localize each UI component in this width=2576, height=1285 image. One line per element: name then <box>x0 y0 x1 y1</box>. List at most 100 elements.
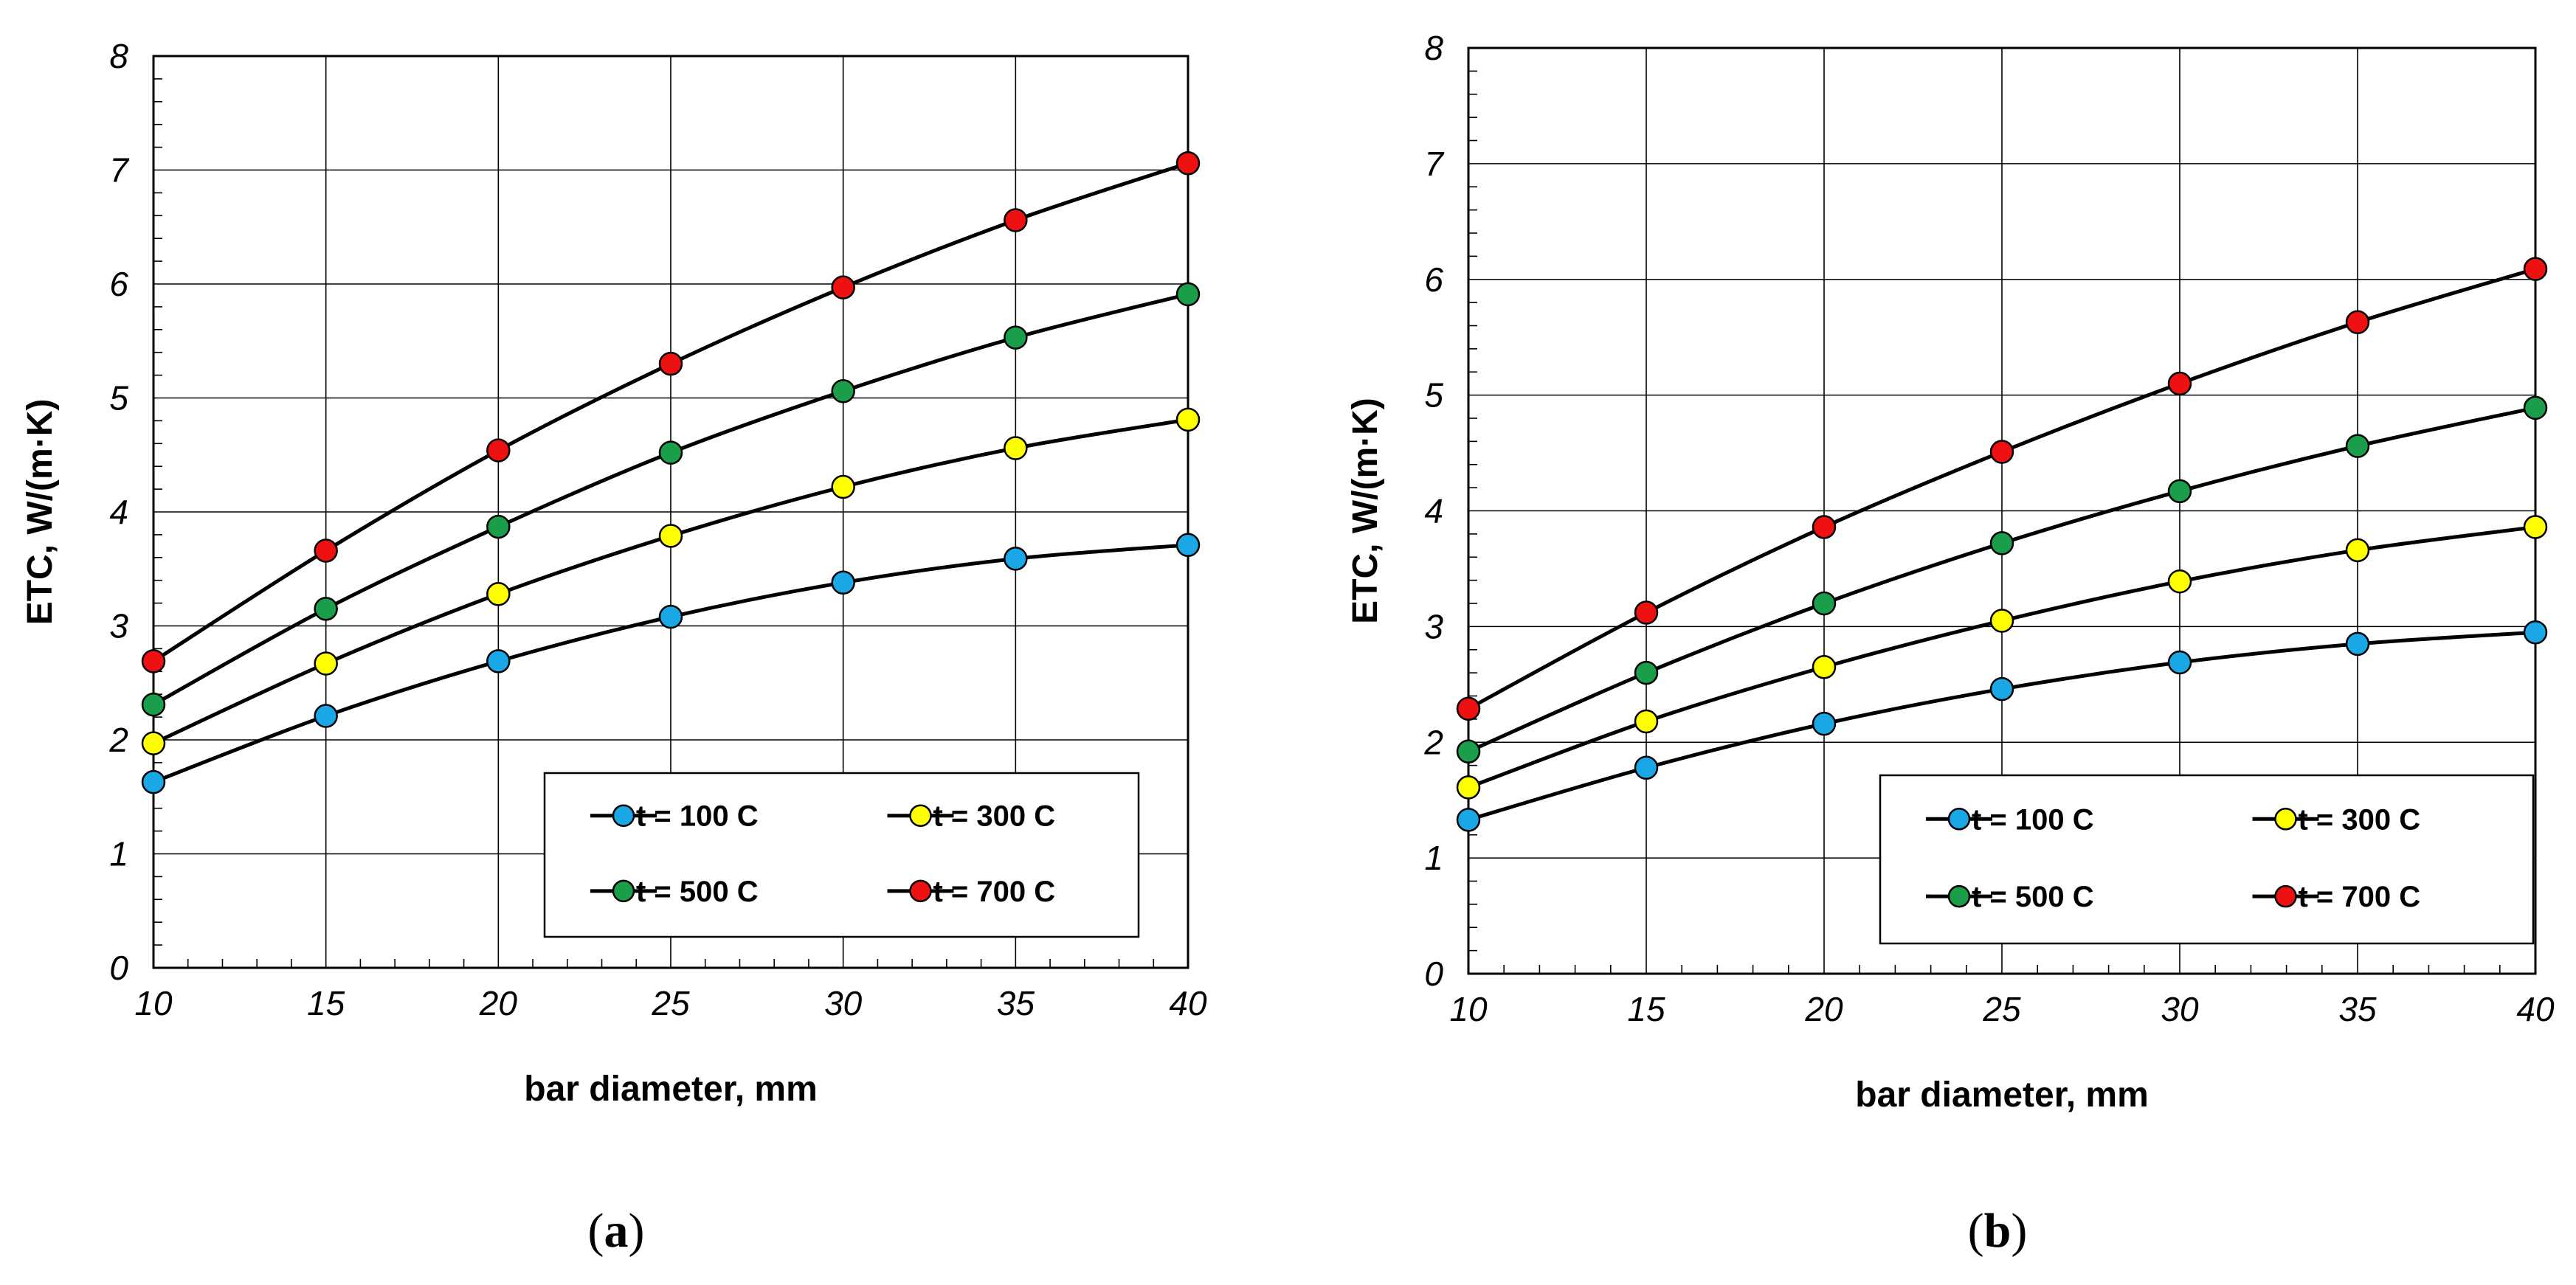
chart-a-x-tick-label: 10 <box>134 984 173 1022</box>
chart-a-legend-label-t300: t = 300 C <box>933 800 1056 833</box>
chart-b-y-tick-label: 8 <box>1424 29 1443 67</box>
chart-a-point-t700 <box>1004 208 1028 232</box>
chart-a-y-tick-label: 4 <box>109 493 128 531</box>
chart-b-point-t300 <box>1634 709 1659 734</box>
chart-b-legend-label-t500: t = 500 C <box>1972 881 2094 913</box>
chart-a-point-t700 <box>141 649 166 673</box>
chart-b-legend-label-t700: t = 700 C <box>2299 881 2421 913</box>
chart-a-y-tick-label: 1 <box>109 835 128 873</box>
chart-b-caption-close: ) <box>2011 1204 2027 1258</box>
chart-b-plot-frame <box>1467 46 2537 975</box>
chart-b-y-tick-label: 1 <box>1424 839 1443 877</box>
chart-b-point-t100 <box>1989 676 2014 702</box>
chart-b-y-tick-label: 2 <box>1423 723 1443 761</box>
chart-a-point-t300 <box>141 731 166 755</box>
chart-a-legend-marker-t500 <box>612 879 635 903</box>
chart-b-legend-marker-t100 <box>1947 808 1971 831</box>
chart-a-legend-marker-t700 <box>909 879 932 903</box>
chart-a-y-tick-label: 0 <box>109 949 128 987</box>
chart-b-point-t700 <box>2523 257 2548 281</box>
chart-b-x-tick-label: 35 <box>2338 990 2377 1028</box>
chart-a-legend-label-t100: t = 100 C <box>636 800 759 833</box>
chart-b-point-t700 <box>1812 515 1837 539</box>
chart-a-point-t700 <box>1175 150 1201 176</box>
chart-a-x-tick-label: 15 <box>307 984 345 1022</box>
chart-a-point-t100 <box>831 570 855 595</box>
chart-b-x-tick-label: 10 <box>1449 990 1488 1028</box>
chart-a-point-t300 <box>831 474 855 499</box>
chart-a-legend-marker-t100 <box>612 804 635 827</box>
chart-b-y-tick-label: 6 <box>1424 260 1443 299</box>
chart-a-caption: (a) <box>588 1204 645 1258</box>
chart-b-point-t500 <box>2345 434 2370 458</box>
chart-b-y-axis-label: ETC, W/(m·K) <box>1346 398 1385 624</box>
chart-a-point-t100 <box>658 604 683 629</box>
chart-a-point-t100 <box>314 704 338 728</box>
chart-b-caption-open: ( <box>1968 1204 1984 1258</box>
chart-b-legend-marker-t700 <box>2274 884 2297 908</box>
chart-a-caption-close: ) <box>629 1204 645 1258</box>
chart-a-y-tick-label: 2 <box>108 721 128 759</box>
chart-b-point-t100 <box>1634 755 1659 780</box>
chart-a-point-t300 <box>314 651 338 676</box>
chart-b-caption-letter: b <box>1984 1204 2012 1258</box>
chart-b-point-t500 <box>1812 591 1837 616</box>
chart-a-x-tick-label: 25 <box>651 984 690 1022</box>
chart-b-x-tick-label: 20 <box>1804 990 1843 1028</box>
chart-a-point-t700 <box>486 438 511 463</box>
chart-b-legend-marker-t300 <box>2274 808 2297 831</box>
chart-b-point-t700 <box>2345 310 2370 335</box>
chart-a-x-tick-label: 30 <box>824 984 863 1022</box>
chart-b-y-tick-label: 7 <box>1424 145 1444 183</box>
chart-b-point-t700 <box>1634 600 1659 625</box>
chart-b-point-t100 <box>2345 631 2370 657</box>
chart-a-y-tick-label: 5 <box>109 379 128 418</box>
chart-a-point-t500 <box>658 440 683 465</box>
chart-b-x-tick-label: 15 <box>1627 990 1665 1028</box>
chart-a-point-t300 <box>658 524 683 548</box>
chart-a-point-t300 <box>486 581 511 606</box>
chart-a-point-t100 <box>1175 533 1201 558</box>
chart-a-y-axis-label: ETC, W/(m·K) <box>21 399 60 626</box>
chart-b-legend-marker-t500 <box>1947 884 1971 908</box>
chart-panel-a: 10 15 20 25 30 35 40 0 1 2 3 4 5 6 7 8 bar diameter, mm E… <box>21 37 1207 1258</box>
chart-b-point-t300 <box>1456 775 1481 800</box>
chart-a-point-t700 <box>314 538 338 563</box>
chart-b-x-axis-label: bar diameter, mm <box>1855 1076 2149 1115</box>
chart-b-y-tick-label: 0 <box>1424 955 1443 993</box>
chart-b-point-t500 <box>2523 395 2548 420</box>
chart-b-legend-box <box>1879 774 2535 945</box>
chart-a-caption-open: ( <box>588 1204 604 1258</box>
chart-b-point-t300 <box>1989 609 2014 633</box>
chart-a-point-t100 <box>1004 547 1028 571</box>
chart-b-point-t500 <box>1456 739 1481 764</box>
chart-b-point-t100 <box>2523 620 2548 645</box>
chart-a-plot-frame <box>152 55 1189 969</box>
chart-a-point-t500 <box>831 378 855 403</box>
chart-b-point-t300 <box>1812 655 1837 679</box>
chart-b-x-tick-label: 30 <box>2161 990 2199 1028</box>
chart-b-point-t700 <box>1989 440 2014 464</box>
chart-a-point-t500 <box>141 692 166 717</box>
chart-b-point-t500 <box>1634 660 1659 685</box>
chart-a-point-t500 <box>1004 325 1028 350</box>
chart-b-point-t700 <box>1456 696 1481 721</box>
chart-b-point-t500 <box>1989 531 2014 555</box>
chart-b-point-t100 <box>2167 650 2192 675</box>
chart-a-point-t700 <box>658 351 683 376</box>
chart-a-point-t500 <box>486 514 511 539</box>
chart-b-point-t300 <box>2345 538 2370 563</box>
chart-a-point-t700 <box>831 275 855 299</box>
chart-a-point-t300 <box>1175 407 1201 432</box>
chart-a-x-axis-label: bar diameter, mm <box>524 1070 818 1109</box>
chart-b-point-t300 <box>2167 569 2192 594</box>
chart-a-point-t500 <box>1175 282 1201 307</box>
chart-a-legend-label-t700: t = 700 C <box>933 876 1056 908</box>
chart-b-y-tick-label: 3 <box>1424 607 1443 645</box>
chart-a-y-tick-label: 7 <box>109 151 129 190</box>
chart-b-legend-label-t300: t = 300 C <box>2299 803 2421 836</box>
chart-a-point-t500 <box>314 597 338 621</box>
chart-a-x-tick-label: 20 <box>479 984 518 1022</box>
chart-b-x-tick-label: 40 <box>2516 990 2555 1028</box>
